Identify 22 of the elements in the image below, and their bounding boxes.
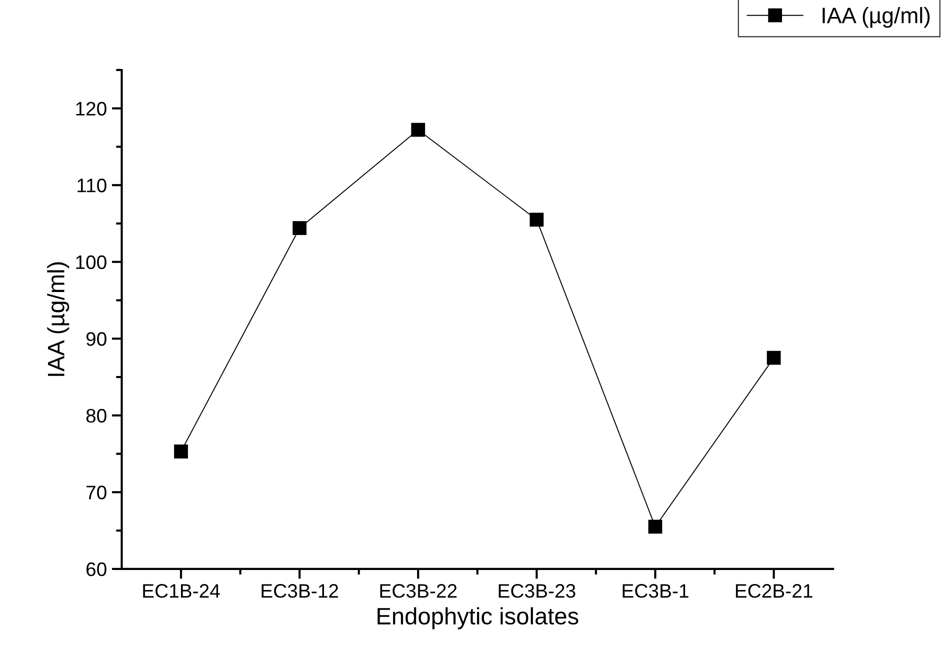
x-tick-label: EC2B-21: [736, 584, 812, 598]
y-tick-label: 70: [86, 486, 106, 500]
x-tick-label: EC3B-22: [380, 584, 457, 598]
y-tick-label: 110: [78, 178, 106, 192]
y-axis-title: IAA (µg/ml): [47, 262, 70, 376]
point: [648, 520, 662, 534]
point: [411, 122, 426, 137]
x-tick-label: EC1B-24: [143, 584, 220, 598]
point: [292, 221, 307, 236]
y-tick-label: 90: [86, 332, 106, 346]
y-tick-label: 120: [76, 102, 106, 116]
y-tick-label: 80: [86, 408, 106, 423]
x-tick-label: EC3B-12: [262, 584, 338, 598]
y-tick-label: 60: [86, 562, 106, 576]
x-tick-label: EC3B-1: [622, 584, 688, 598]
x-tick-label: EC3B-23: [498, 584, 576, 598]
legend-label: IAA (µg/ml): [822, 7, 930, 28]
point: [174, 444, 188, 458]
point: [530, 212, 544, 227]
x-axis-title: Endophytic isolates: [378, 607, 578, 630]
y-tick-label: 100: [76, 255, 106, 270]
point: [766, 350, 781, 365]
